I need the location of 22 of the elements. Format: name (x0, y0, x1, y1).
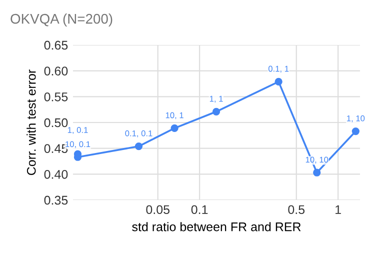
annotation: 10, 1 (166, 112, 184, 120)
annotation: 10, 0.1 (66, 141, 90, 148)
annotation: 1, 0.1 (68, 127, 88, 134)
x-tick-label: 0.1 (191, 205, 208, 214)
y-tick-label: 0.55 (44, 92, 68, 102)
y-tick-label: 0.50 (44, 118, 68, 128)
x-tick-label: 1 (336, 205, 341, 214)
x-tick-label: 0.05 (146, 205, 170, 214)
y-tick-label: 0.65 (44, 40, 68, 50)
annotation: 10, 10 (306, 156, 328, 164)
annotation: 0.1, 0.1 (125, 130, 152, 138)
x-tick-label: 0.5 (288, 205, 305, 214)
y-tick-label: 0.35 (44, 196, 68, 205)
chart-title: OKVQA (N=200) (10, 14, 112, 26)
y-tick-label: 0.60 (44, 66, 68, 76)
y-tick-label: 0.40 (44, 170, 68, 179)
annotation: 0.1, 1 (268, 66, 289, 73)
x-axis-title: std ratio between FR and RER (132, 222, 301, 232)
annotation: 1, 10 (347, 115, 365, 122)
y-tick-label: 0.45 (44, 144, 68, 153)
annotation: 1, 1 (210, 96, 223, 103)
y-axis-title: Corr. with test error (26, 70, 36, 175)
